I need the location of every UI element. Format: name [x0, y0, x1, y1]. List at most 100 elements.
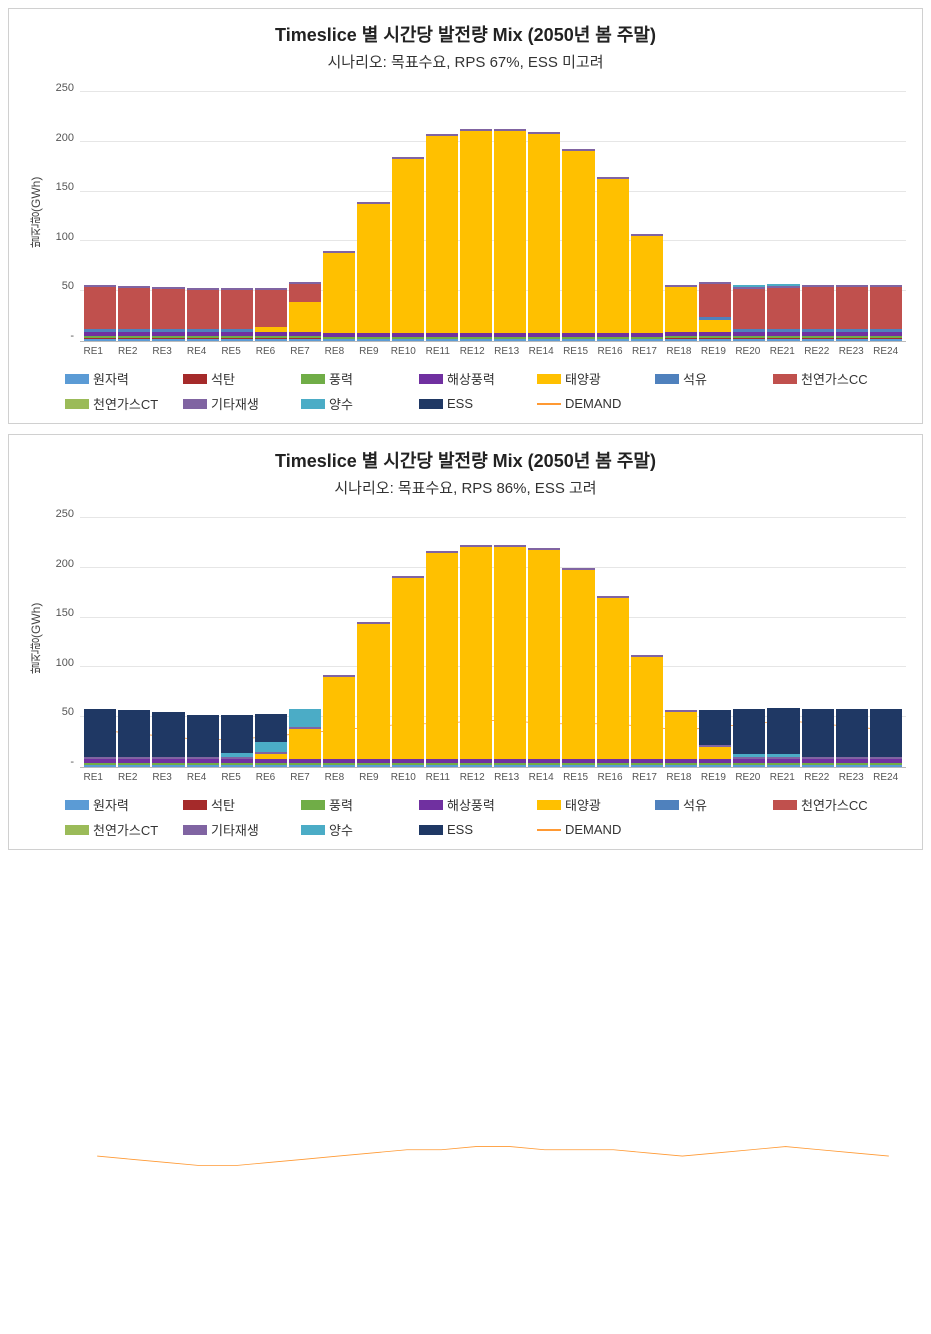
- x-tick: RE8: [318, 346, 350, 357]
- x-tick: RE4: [180, 346, 212, 357]
- bar-segment-nuclear: [597, 339, 629, 341]
- legend-label: DEMAND: [565, 822, 621, 837]
- bar-column: [597, 508, 629, 767]
- legend-swatch: [301, 825, 325, 835]
- bar-column: [323, 82, 355, 341]
- bar-segment-ess: [118, 710, 150, 757]
- bar-segment-ess: [802, 709, 834, 757]
- bar-segment-solar: [392, 159, 424, 333]
- legend-swatch: [183, 399, 207, 409]
- bar-column: [357, 82, 389, 341]
- x-tick: RE15: [559, 772, 591, 783]
- legend-swatch: [65, 374, 89, 384]
- bar-column: [152, 82, 184, 341]
- x-tick: RE7: [284, 346, 316, 357]
- x-tick: RE1: [77, 772, 109, 783]
- x-tick: RE5: [215, 772, 247, 783]
- bar-column: [836, 82, 868, 341]
- bar-segment-ess: [255, 714, 287, 742]
- chart-title: Timeslice 별 시간당 발전량 Mix (2050년 봄 주말): [25, 447, 906, 473]
- legend-item-coal: 석탄: [183, 369, 283, 388]
- x-tick: RE12: [456, 772, 488, 783]
- bar-segment-ess: [870, 709, 902, 757]
- x-tick: RE6: [249, 346, 281, 357]
- legend-swatch: [301, 399, 325, 409]
- bar-segment-nuclear: [187, 339, 219, 341]
- bar-column: [631, 82, 663, 341]
- x-axis: RE1RE2RE3RE4RE5RE6RE7RE8RE9RE10RE11RE12R…: [73, 768, 906, 783]
- bar-segment-solar: [357, 624, 389, 759]
- bar-column: [494, 82, 526, 341]
- y-axis-label: 발전량(GWh): [25, 508, 46, 768]
- bar-column: [187, 508, 219, 767]
- x-tick: RE7: [284, 772, 316, 783]
- x-tick: RE20: [732, 346, 764, 357]
- bar-column: [357, 508, 389, 767]
- x-tick: RE3: [146, 346, 178, 357]
- bar-segment-nuclear: [733, 339, 765, 341]
- bar-column: [665, 82, 697, 341]
- x-tick: RE13: [490, 346, 522, 357]
- bar-segment-nuclear: [562, 765, 594, 767]
- y-tick: -: [70, 330, 74, 342]
- bar-segment-nuclear: [494, 765, 526, 767]
- plot-area: [80, 82, 906, 342]
- x-tick: RE9: [353, 346, 385, 357]
- bar-segment-nuclear: [118, 339, 150, 341]
- bar-segment-ess: [84, 709, 116, 757]
- bar-segment-nuclear: [221, 339, 253, 341]
- x-tick: RE21: [766, 772, 798, 783]
- bar-column: [528, 508, 560, 767]
- y-tick: 250: [56, 508, 74, 520]
- bar-segment-ngcc: [255, 290, 287, 327]
- legend-item-demand: DEMAND: [537, 820, 637, 839]
- bar-column: [733, 82, 765, 341]
- x-tick: RE22: [801, 346, 833, 357]
- bar-column: [802, 508, 834, 767]
- bar-column: [597, 82, 629, 341]
- bar-segment-ngcc: [802, 287, 834, 329]
- bar-segment-ngcc: [187, 290, 219, 329]
- x-tick: RE15: [559, 346, 591, 357]
- bar-segment-solar: [289, 729, 321, 759]
- x-tick: RE13: [490, 772, 522, 783]
- bar-segment-solar: [665, 712, 697, 759]
- bar-segment-solar: [289, 302, 321, 332]
- chart-panel-1: Timeslice 별 시간당 발전량 Mix (2050년 봄 주말)시나리오…: [8, 434, 923, 850]
- bar-segment-nuclear: [528, 339, 560, 341]
- bar-column: [255, 82, 287, 341]
- bar-column: [152, 508, 184, 767]
- bar-segment-nuclear: [836, 765, 868, 767]
- x-tick: RE14: [525, 772, 557, 783]
- x-tick: RE11: [422, 772, 454, 783]
- legend-item-oil: 석유: [655, 369, 755, 388]
- bar-segment-nuclear: [152, 765, 184, 767]
- legend-item-solar: 태양광: [537, 795, 637, 814]
- bar-segment-nuclear: [392, 765, 424, 767]
- legend-swatch: [655, 374, 679, 384]
- x-tick: RE23: [835, 772, 867, 783]
- bar-segment-ess: [836, 709, 868, 757]
- bar-segment-ngcc: [733, 289, 765, 329]
- legend-swatch: [183, 825, 207, 835]
- plot-wrap: 발전량(GWh)25020015010050-: [25, 82, 906, 342]
- legend-label: 기타재생: [211, 394, 259, 413]
- y-tick: 200: [56, 132, 74, 144]
- legend-line-swatch: [537, 829, 561, 831]
- legend-swatch: [65, 800, 89, 810]
- legend-swatch: [655, 800, 679, 810]
- x-tick: RE2: [111, 346, 143, 357]
- legend-label: DEMAND: [565, 396, 621, 411]
- bar-column: [118, 508, 150, 767]
- bar-segment-nuclear: [528, 765, 560, 767]
- legend-line-swatch: [537, 403, 561, 405]
- legend-label: 태양광: [565, 369, 601, 388]
- bar-column: [460, 82, 492, 341]
- bar-segment-solar: [631, 657, 663, 759]
- legend-item-wind: 풍력: [301, 795, 401, 814]
- bar-segment-solar: [426, 553, 458, 759]
- x-tick: RE10: [387, 772, 419, 783]
- legend-label: ESS: [447, 396, 473, 411]
- bar-segment-nuclear: [631, 765, 663, 767]
- bar-segment-nuclear: [836, 339, 868, 341]
